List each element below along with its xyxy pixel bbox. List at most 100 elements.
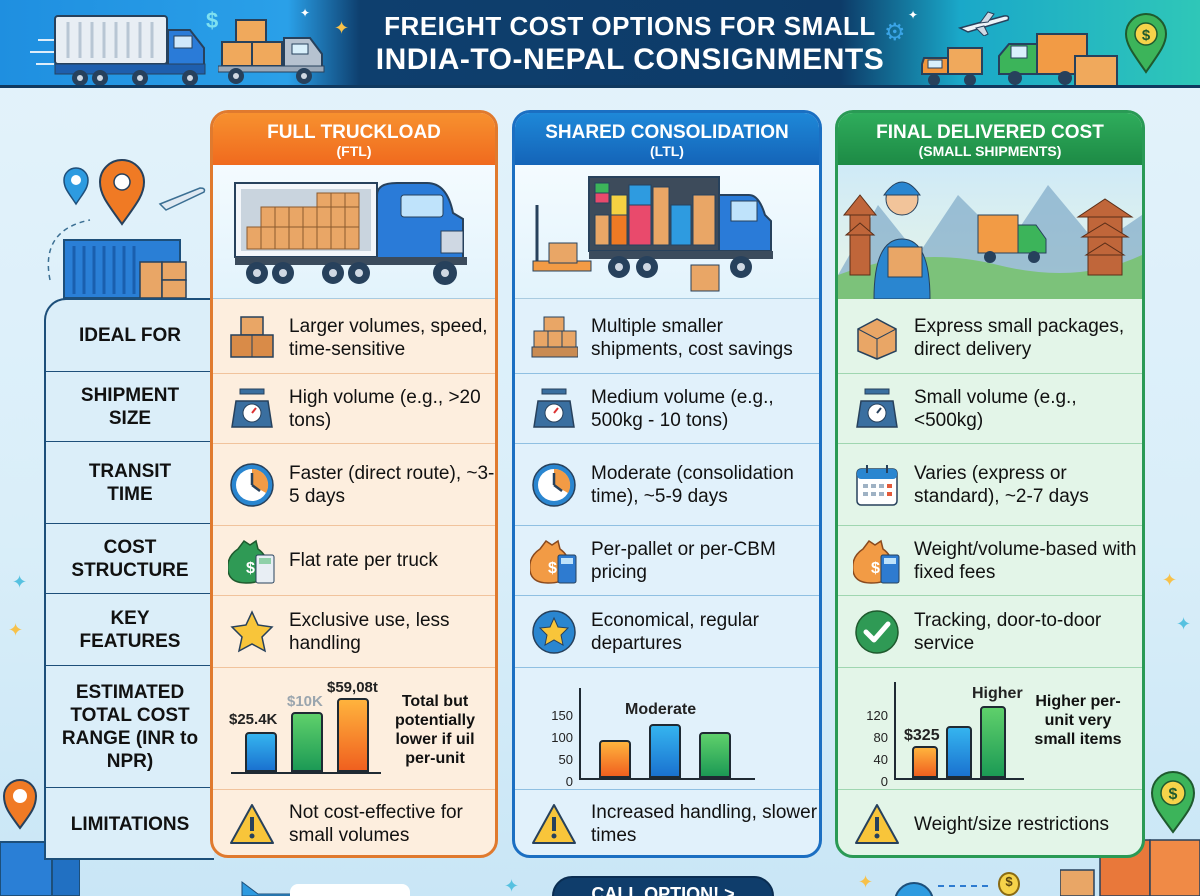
sparkle-icon: ✦ xyxy=(504,876,520,896)
semi-truck-icon xyxy=(234,182,467,285)
airplane-icon xyxy=(241,881,295,896)
page-title: FREIGHT COST OPTIONS FOR SMALL INDIA-TO-… xyxy=(375,11,885,76)
calendar-icon xyxy=(852,460,902,510)
call-option-button[interactable]: CALL OPTION! > xyxy=(552,876,774,896)
svg-text:$: $ xyxy=(548,560,557,577)
chart-bar xyxy=(649,723,681,778)
warning-icon xyxy=(227,799,277,849)
row-label-cost-structure: COST STRUCTURE xyxy=(46,524,214,594)
package-box-icon xyxy=(852,313,902,363)
final-limitations-cell: Weight/size restrictions xyxy=(838,790,1142,855)
box-truck-mixed-cargo-icon xyxy=(532,176,773,292)
chart-bar xyxy=(912,745,938,778)
ltl-limitations-cell: Increased handling, slower times xyxy=(515,790,819,855)
sparkle-icon: ✦ xyxy=(334,18,350,38)
svg-text:$: $ xyxy=(246,560,255,577)
sparkle-icon: ✦ xyxy=(1176,614,1192,634)
box-truck-illustration xyxy=(515,165,819,299)
chart-bar xyxy=(337,697,369,772)
ltl-header: SHARED CONSOLIDATION (LTL) xyxy=(515,113,819,165)
row-labels-column: IDEAL FOR SHIPMENT SIZE TRANSIT TIME COS… xyxy=(44,298,214,860)
ftl-cost-chart: $25.4K $10K $59,08t Total but potentiall… xyxy=(213,668,495,790)
chart-x-axis xyxy=(231,771,381,774)
ftl-cost-structure-cell: $ Flat rate per truck xyxy=(213,526,495,596)
dotted-route-line xyxy=(938,885,988,887)
green-delivery-truck-illustration xyxy=(998,33,1118,85)
weighing-scale-icon xyxy=(852,384,902,434)
container-truck-illustration xyxy=(30,15,206,85)
row-label-estimated-cost-range: ESTIMATED TOTAL COST RANGE (INR to NPR) xyxy=(46,666,214,788)
courier-illustration xyxy=(838,165,1142,300)
globe-icon xyxy=(894,882,934,896)
stacked-boxes-icon xyxy=(227,313,277,363)
money-bag-calculator-icon: $ xyxy=(227,536,277,586)
weighing-scale-icon xyxy=(227,384,277,434)
chart-bar xyxy=(699,731,731,778)
ltl-transit-time-cell: Moderate (consolidation time), ~5-9 days xyxy=(515,444,819,526)
final-shipment-size-cell: Small volume (e.g., <500kg) xyxy=(838,374,1142,444)
ftl-ideal-for-cell: Larger volumes, speed, time-sensitive xyxy=(213,302,495,374)
final-cost-chart: 0 40 80 120 $325 Higher Higher per-unit … xyxy=(838,668,1142,790)
ltl-shipment-size-cell: Medium volume (e.g., 500kg - 10 tons) xyxy=(515,374,819,444)
row-label-limitations: LIMITATIONS xyxy=(70,813,190,835)
header-banner: $ ✦ ✦ FREIGHT COST OPTIONS FOR SMALL IND… xyxy=(0,0,1200,88)
star-badge-icon xyxy=(529,607,579,657)
chart-bar xyxy=(245,731,277,772)
footer-banner-fragment xyxy=(290,884,410,896)
ftl-cost-range-cell: $25.4K $10K $59,08t Total but potentiall… xyxy=(213,668,495,790)
clock-icon xyxy=(227,460,277,510)
star-icon xyxy=(227,607,277,657)
airplane-icon xyxy=(958,11,1010,36)
pickup-truck-with-boxes-illustration xyxy=(218,19,325,84)
weighing-scale-icon xyxy=(529,384,579,434)
final-key-features-cell: Tracking, door-to-door service xyxy=(838,596,1142,668)
semi-truck-illustration xyxy=(213,165,495,299)
chart-y-axis xyxy=(894,681,896,780)
chart-bar xyxy=(291,711,323,772)
svg-text:$: $ xyxy=(1169,786,1178,803)
checkmark-icon xyxy=(852,607,902,657)
row-label-transit-time: TRANSIT TIME xyxy=(46,442,214,524)
ftl-transit-time-cell: Faster (direct route), ~3-5 days xyxy=(213,444,495,526)
row-label-shipment-size: SHIPMENT SIZE xyxy=(46,372,214,442)
chart-x-axis xyxy=(894,777,1024,780)
sparkle-icon: ✦ xyxy=(1162,570,1178,590)
chart-x-axis xyxy=(579,777,755,780)
ltl-cost-chart: 0 50 100 150 Moderate xyxy=(515,668,819,790)
ftl-shipment-size-cell: High volume (e.g., >20 tons) xyxy=(213,374,495,444)
row-label-key-features: KEY FEATURES xyxy=(46,594,214,666)
palletized-boxes-icon xyxy=(529,313,579,363)
sparkle-icon: ✦ xyxy=(908,8,919,22)
location-pin-dollar-icon: $ xyxy=(1150,771,1196,834)
final-cost-range-cell: 0 40 80 120 $325 Higher Higher per-unit … xyxy=(838,668,1142,790)
shipping-container-with-pins-illustration xyxy=(47,159,206,299)
coin-icon: $ xyxy=(998,872,1020,896)
sparkle-icon: ✦ xyxy=(8,620,24,640)
final-ideal-for-cell: Express small packages, direct delivery xyxy=(838,302,1142,374)
van-illustration xyxy=(921,47,983,85)
warning-icon xyxy=(529,799,579,849)
svg-text:$: $ xyxy=(871,560,880,577)
location-pin-dollar-icon: $ xyxy=(1124,13,1168,74)
courier-with-package-icon xyxy=(838,181,1142,300)
final-transit-time-cell: Varies (express or standard), ~2-7 days xyxy=(838,444,1142,526)
gear-icon: ⚙ xyxy=(884,19,906,46)
ltl-cost-structure-cell: $ Per-pallet or per-CBM pricing xyxy=(515,526,819,596)
ltl-column: SHARED CONSOLIDATION (LTL) xyxy=(512,110,822,858)
final-delivered-header: FINAL DELIVERED COST (SMALL SHIPMENTS) xyxy=(838,113,1142,165)
final-delivered-column: FINAL DELIVERED COST (SMALL SHIPMENTS) E… xyxy=(835,110,1145,858)
money-bag-calculator-icon: $ xyxy=(529,536,579,586)
ltl-cost-range-cell: 0 50 100 150 Moderate xyxy=(515,668,819,790)
dollar-icon: $ xyxy=(206,8,219,33)
svg-text:$: $ xyxy=(1142,27,1151,44)
chart-bar xyxy=(599,739,631,778)
chart-y-axis xyxy=(579,687,581,780)
sparkle-icon: ✦ xyxy=(858,872,874,892)
ftl-header: FULL TRUCKLOAD (FTL) xyxy=(213,113,495,165)
ftl-column: FULL TRUCKLOAD (FTL) Larger volumes, spe… xyxy=(210,110,498,858)
chart-bar xyxy=(946,725,972,778)
sparkle-icon: ✦ xyxy=(300,6,311,20)
final-cost-structure-cell: $ Weight/volume-based with fixed fees xyxy=(838,526,1142,596)
location-pin-icon xyxy=(2,779,38,830)
ftl-limitations-cell: Not cost-effective for small volumes xyxy=(213,790,495,855)
